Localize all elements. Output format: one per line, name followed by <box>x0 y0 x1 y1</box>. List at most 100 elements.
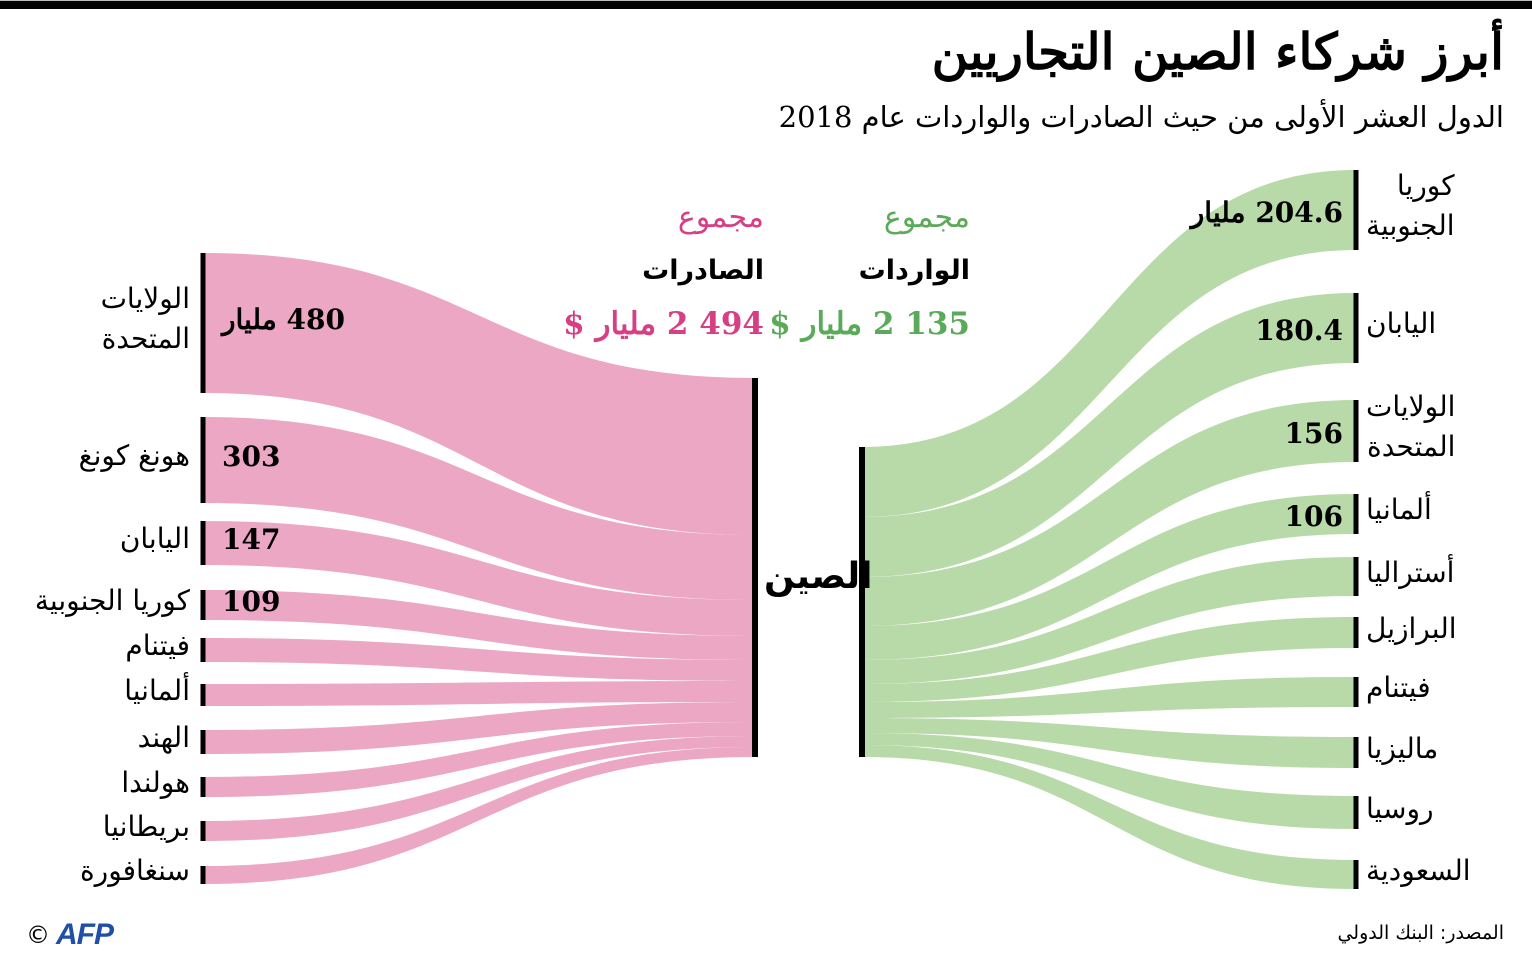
imports-total-label: مجموع <box>883 200 970 235</box>
node-bar <box>1353 677 1359 707</box>
flow-band <box>203 702 755 754</box>
country-label-line: السعودية <box>1366 853 1471 887</box>
exports-total: مجموع الصادرات 494 2 مليار $ <box>563 193 764 349</box>
country-label: اليابان <box>120 519 190 559</box>
country-label-line: هولندا <box>121 766 190 799</box>
node-bar <box>200 638 206 662</box>
node-bar <box>200 590 206 620</box>
flow-band <box>203 417 755 600</box>
country-label: بريطانيا <box>103 807 190 847</box>
import-flows <box>862 170 1356 889</box>
flow-band <box>203 722 755 797</box>
flow-band <box>203 638 755 681</box>
node-bar <box>752 378 758 757</box>
country-label: الولايات المتحدة <box>101 279 190 359</box>
flow-band <box>203 681 755 706</box>
flow-band <box>203 590 755 660</box>
country-label-line: فيتنام <box>1366 671 1431 704</box>
node-bar <box>1353 796 1359 829</box>
flow-band <box>203 253 755 535</box>
flow-band <box>203 747 755 884</box>
country-label-line: الولايات <box>1366 390 1456 423</box>
node-bar <box>1353 400 1359 462</box>
flow-value-label: 106 <box>1284 500 1343 533</box>
flow-band <box>203 521 755 636</box>
top-rule <box>0 0 1532 9</box>
imports-total-value: 135 2 مليار $ <box>769 306 970 342</box>
flow-band <box>862 494 1356 660</box>
country-label: أستراليا <box>1366 553 1454 593</box>
country-label-line: المتحدة <box>101 322 190 355</box>
country-label-line: اليابان <box>119 522 190 555</box>
flow-band <box>862 617 1356 702</box>
page-subtitle: الدول العشر الأولى من حيث الصادرات والوا… <box>778 100 1504 134</box>
afp-credit: © AFP <box>26 918 114 952</box>
country-label-line: الجنوبية <box>1366 209 1455 242</box>
country-label-line: اليابان <box>1366 307 1437 340</box>
node-bar <box>1353 557 1359 596</box>
node-bars <box>200 170 1359 889</box>
country-label: ماليزيا <box>1366 729 1438 769</box>
export-flows <box>203 253 755 884</box>
country-label: ألمانيا <box>124 671 190 711</box>
node-bar <box>1353 737 1359 768</box>
flow-value-label: 204.6 مليار <box>1190 196 1343 229</box>
country-label: فيتنام <box>125 626 190 666</box>
node-bar <box>200 521 206 565</box>
flow-band <box>862 557 1356 684</box>
country-label: فيتنام <box>1366 668 1431 708</box>
copyright-icon: © <box>26 921 50 949</box>
source-note: المصدر: البنك الدولي <box>1337 922 1504 944</box>
node-bar <box>200 253 206 393</box>
flow-value-label: 303 <box>222 440 281 473</box>
country-label-line: سنغافورة <box>80 854 190 887</box>
flow-value-label: 147 <box>222 523 281 556</box>
country-label: البرازيل <box>1366 609 1457 649</box>
exports-total-title: الصادرات <box>642 255 764 286</box>
country-label-line: هونغ كونغ <box>78 439 190 472</box>
country-label: ألمانيا <box>1366 490 1432 530</box>
country-label-line: فيتنام <box>125 629 190 662</box>
node-bar <box>200 866 206 884</box>
page-title: أبرز شركاء الصين التجاريين <box>931 22 1504 81</box>
node-bar <box>200 730 206 754</box>
country-label: هولندا <box>121 763 190 803</box>
flow-band <box>862 170 1356 517</box>
country-label-line: أستراليا <box>1366 555 1455 589</box>
node-bar <box>1353 293 1359 363</box>
exports-total-value: 494 2 مليار $ <box>563 306 764 342</box>
flow-band <box>862 400 1356 626</box>
flow-band <box>862 677 1356 718</box>
node-bar <box>1353 494 1359 534</box>
imports-total: مجموع الواردات 135 2 مليار $ <box>769 193 970 349</box>
imports-total-title: الواردات <box>858 255 970 286</box>
flow-band <box>862 745 1356 889</box>
country-label: السعودية <box>1366 851 1471 891</box>
flow-band <box>862 718 1356 768</box>
flow-value-label: 109 <box>222 585 281 618</box>
node-bar <box>1353 860 1359 889</box>
flow-band <box>862 733 1356 829</box>
node-bar <box>1353 617 1359 648</box>
node-bar <box>200 417 206 503</box>
country-label: الهند <box>138 718 190 758</box>
flow-value-label: 156 <box>1284 417 1343 450</box>
country-label: الولايات المتحدة <box>1366 387 1455 467</box>
country-label-line: الولايات <box>100 282 190 315</box>
node-bar <box>200 777 206 797</box>
exports-total-label: مجموع <box>677 200 764 235</box>
afp-logo: AFP <box>56 918 114 951</box>
china-center-label: الصين <box>764 556 873 597</box>
country-label-line: ألمانيا <box>124 674 190 707</box>
country-label: كوريا الجنوبية <box>1366 166 1455 246</box>
node-bar <box>200 821 206 841</box>
country-label-line: روسيا <box>1366 791 1434 825</box>
node-bar <box>859 447 865 757</box>
node-bar <box>1353 170 1359 250</box>
flow-value-label: 180.4 <box>1255 314 1343 347</box>
node-bar <box>200 684 206 706</box>
country-label-line: الهند <box>137 721 190 754</box>
country-label-line: كوريا <box>1396 169 1455 202</box>
flow-value-label: 480 مليار <box>222 303 345 336</box>
